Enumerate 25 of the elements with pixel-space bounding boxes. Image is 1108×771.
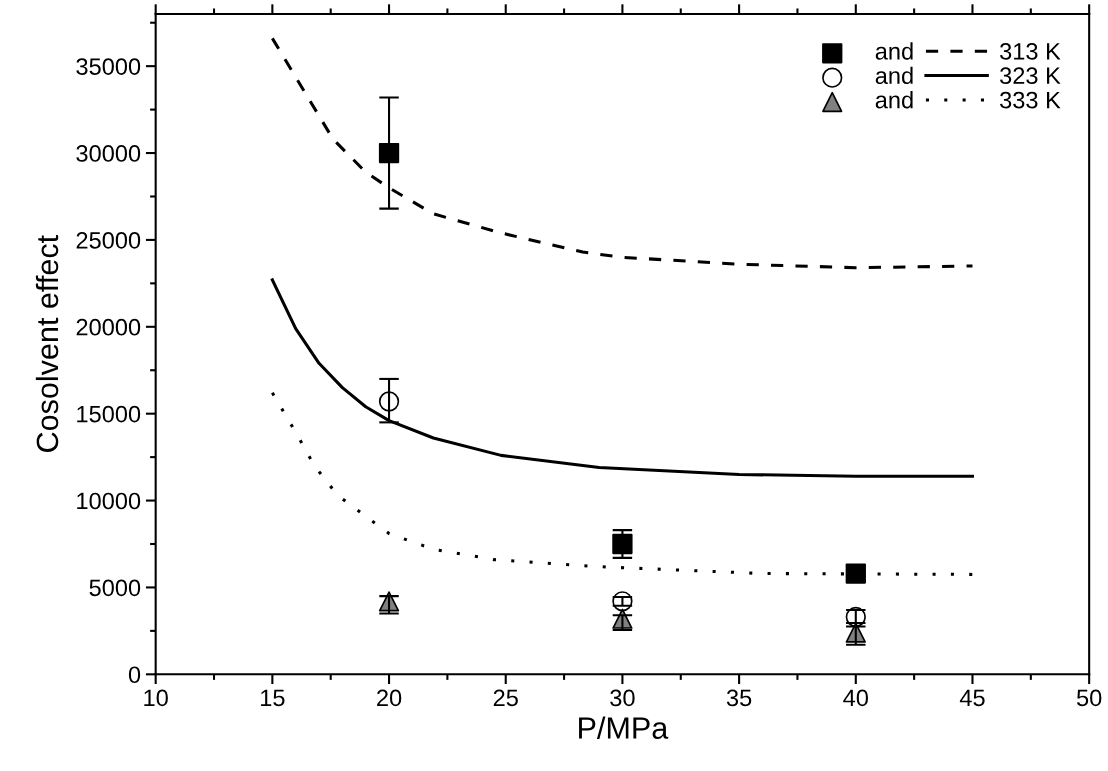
y-tick-label: 5000 <box>89 579 141 597</box>
y-tick-label: 10000 <box>77 492 141 510</box>
x-tick-label: 10 <box>144 689 168 707</box>
x-tick-label: 30 <box>610 689 635 707</box>
x-tick-label: 40 <box>843 689 868 707</box>
y-tick-label: 25000 <box>76 231 141 249</box>
y-axis-title: Cosolvent effect <box>35 235 59 452</box>
x-axis-title: P/MPa <box>579 716 669 739</box>
x-tick-label: 20 <box>377 689 402 707</box>
x-tick-label: 35 <box>726 689 752 707</box>
x-tick-label: 50 <box>1076 689 1102 707</box>
legend-label: and <box>875 42 913 60</box>
x-tick-label: 25 <box>493 689 518 707</box>
x-tick-label: 15 <box>261 689 285 707</box>
y-tick-label: 35000 <box>76 58 141 75</box>
y-tick-label: 30000 <box>76 145 141 162</box>
legend-label: and <box>875 91 913 109</box>
x-tick-label: 45 <box>959 689 985 707</box>
legend-label: 333 K <box>1000 91 1061 109</box>
legend-label: 313 K <box>1000 42 1061 60</box>
y-tick-label: 20000 <box>76 318 141 336</box>
legend-label: 323 K <box>1000 67 1061 85</box>
y-tick-label: 0 <box>128 666 141 684</box>
y-tick-label: 15000 <box>77 405 141 423</box>
legend-label: and <box>875 66 913 85</box>
